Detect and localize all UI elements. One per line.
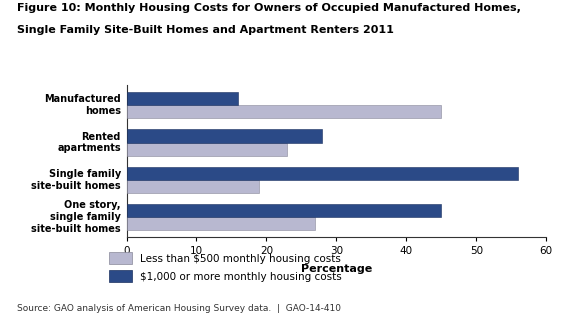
Legend: Less than $500 monthly housing costs, $1,000 or more monthly housing costs: Less than $500 monthly housing costs, $1… (109, 252, 342, 283)
Bar (126, 130, 323, 143)
Bar (126, 167, 518, 180)
Bar (126, 105, 442, 118)
Bar (126, 143, 288, 155)
Text: Source: GAO analysis of American Housing Survey data.  |  GAO-14-410: Source: GAO analysis of American Housing… (17, 304, 341, 313)
Text: Figure 10: Monthly Housing Costs for Owners of Occupied Manufactured Homes,: Figure 10: Monthly Housing Costs for Own… (17, 3, 521, 13)
X-axis label: Percentage: Percentage (301, 264, 372, 274)
Bar (126, 217, 316, 230)
Bar (126, 180, 259, 193)
Bar (126, 204, 442, 217)
Text: Single Family Site-Built Homes and Apartment Renters 2011: Single Family Site-Built Homes and Apart… (17, 25, 394, 35)
Bar (126, 92, 239, 105)
